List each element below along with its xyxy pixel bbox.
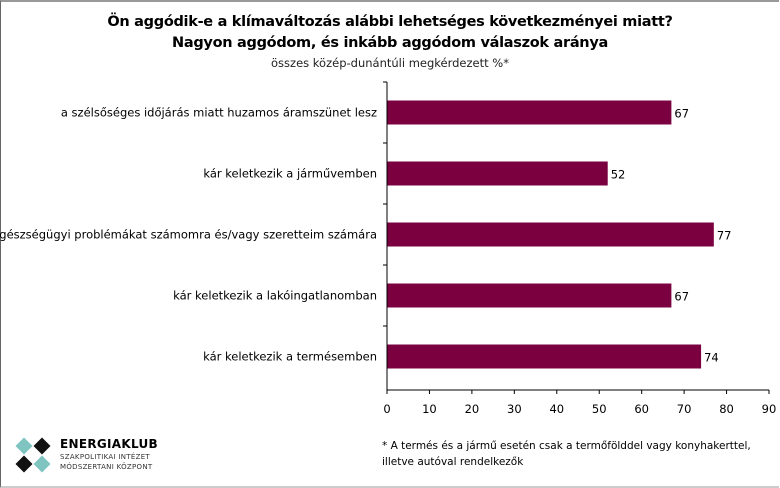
category-label: a szélsőséges időjárás miatt huzamos ára…	[61, 106, 377, 120]
bar	[387, 161, 608, 186]
data-label: 74	[704, 351, 719, 365]
x-tick-label: 40	[549, 402, 564, 416]
chart-subtitle: összes közép-dunántúli megkérdezett %*	[271, 56, 509, 70]
data-label: 67	[674, 290, 689, 304]
category-label: kár keletkezik a lakóingatlanomban	[173, 289, 377, 303]
x-tick-label: 10	[422, 402, 437, 416]
category-label: kár keletkezik a járművemben	[203, 167, 377, 181]
bar	[387, 344, 702, 369]
data-label: 52	[611, 168, 626, 182]
chart-title: Ön aggódik-e a klímaváltozás alábbi lehe…	[107, 14, 673, 51]
brand-subline-2: MÓDSZERTANI KÖZPONT	[60, 463, 153, 471]
category-label: kár keletkezik a termésemben	[203, 350, 377, 364]
footnote: * A termés és a jármű esetén csak a term…	[382, 440, 751, 468]
x-tick-label: 60	[634, 402, 649, 416]
data-label: 77	[717, 229, 732, 243]
category-label: egészségügyi problémákat számomra és/vag…	[0, 228, 377, 242]
x-tick-label: 90	[762, 402, 777, 416]
bar	[387, 222, 714, 247]
x-tick-label: 70	[677, 402, 692, 416]
bar	[387, 283, 672, 308]
x-tick-label: 30	[507, 402, 522, 416]
data-label: 67	[674, 107, 689, 121]
x-tick-label: 50	[592, 402, 607, 416]
x-tick-label: 80	[719, 402, 734, 416]
bar	[387, 100, 672, 125]
brand-subline-1: SZAKPOLITIKAI INTÉZET	[60, 453, 150, 461]
x-tick-label: 20	[465, 402, 480, 416]
bar-chart: a szélsőséges időjárás miatt huzamos ára…	[0, 81, 777, 416]
energiaklub-logo	[15, 437, 51, 473]
brand-name: ENERGIAKLUB	[60, 437, 158, 451]
x-tick-label: 0	[383, 402, 390, 416]
